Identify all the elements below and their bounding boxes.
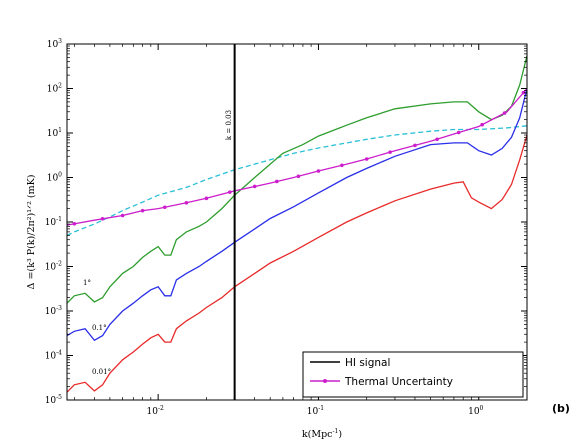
thermal-marker xyxy=(413,143,417,148)
y-tick-label: 103 xyxy=(47,38,62,50)
dashed-cyan-line xyxy=(67,125,527,236)
x-tick-label: 100 xyxy=(468,405,483,417)
y-tick-label: 10-3 xyxy=(45,305,62,317)
thermal-marker xyxy=(72,222,77,226)
thermal-marker xyxy=(480,122,484,127)
thermal-marker xyxy=(456,130,461,135)
panel-label: (b) xyxy=(552,402,570,415)
y-tick-label: 101 xyxy=(47,127,62,139)
vline-label: k = 0.03 xyxy=(225,110,233,140)
y-tick-label: 10-1 xyxy=(45,216,62,228)
thermal-marker xyxy=(388,150,392,154)
thermal-marker xyxy=(340,163,344,168)
thermal-marker xyxy=(120,213,125,218)
y-tick-label: 102 xyxy=(47,83,62,95)
series-label-0.01deg: 0.01° xyxy=(92,368,111,376)
legend-box xyxy=(302,351,524,398)
legend-marker-thermal xyxy=(323,379,327,383)
series-line-1deg xyxy=(67,55,527,304)
thermal-marker xyxy=(140,208,145,213)
thermal-marker xyxy=(252,184,257,189)
thermal-marker xyxy=(162,205,167,210)
legend: HI signal Thermal Uncertainty xyxy=(302,351,524,398)
plot-area xyxy=(66,43,528,401)
legend-label-thermal: Thermal Uncertainty xyxy=(344,376,453,388)
plot-frame xyxy=(66,43,528,401)
thermal-marker xyxy=(502,111,507,115)
thermal-marker xyxy=(228,190,232,194)
series-line-0.1deg xyxy=(67,88,527,342)
thermal-marker xyxy=(435,137,439,142)
x-tick-label: 10-1 xyxy=(307,405,324,417)
thermal-marker xyxy=(204,196,209,201)
y-tick-label: 10-4 xyxy=(45,350,62,362)
thermal-marker xyxy=(316,169,321,173)
legend-label-hi-signal: HI signal xyxy=(345,357,390,369)
series-label-1deg: 1° xyxy=(83,279,91,287)
plot-series-group xyxy=(67,55,527,393)
thermal-marker xyxy=(296,174,301,179)
series-label-0.1deg: 0.1° xyxy=(92,324,107,332)
thermal-marker xyxy=(275,179,279,184)
thermal-marker xyxy=(364,157,369,161)
thermal-marker xyxy=(100,217,105,221)
thermal-marker xyxy=(184,201,189,205)
series-line-0.01deg xyxy=(67,134,527,393)
y-tick-label: 10-5 xyxy=(45,394,62,406)
thermal-marker xyxy=(521,90,526,95)
x-tick-label: 10-2 xyxy=(146,405,163,417)
y-axis-label: Δ =(k³ P(k)/2π²)¹ᐟ² (mK) xyxy=(26,175,37,290)
x-axis-label: k(Mpc-1) xyxy=(302,428,342,440)
y-tick-label: 100 xyxy=(47,172,62,184)
y-tick-label: 10-2 xyxy=(45,261,62,273)
y-axis: 10-5 10-4 10-3 10-2 10-1 100 101 102 103 xyxy=(45,38,527,406)
